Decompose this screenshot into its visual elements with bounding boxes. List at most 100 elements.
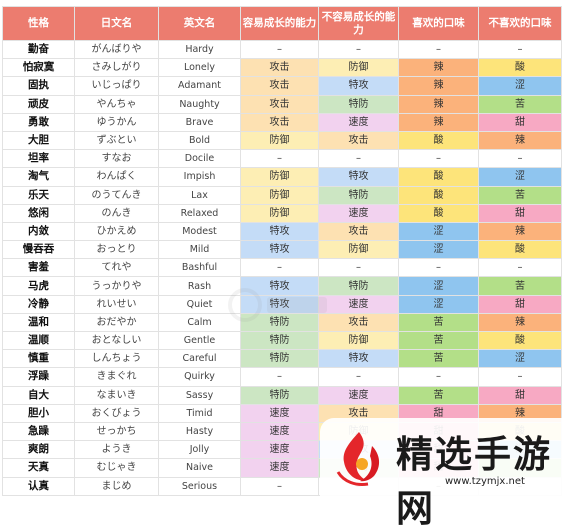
- liked-flavor-cell: 酸: [398, 185, 479, 205]
- table-row: 勤奋 がんばりや Hardy – – – –: [2, 39, 562, 60]
- increased-stat-cell: 防御: [240, 203, 319, 223]
- site-watermark: 精选手游网 www.tzymjx.net: [320, 418, 570, 530]
- table-row: 淘气 わんぱく Impish 防御 特攻酸涩: [2, 167, 562, 187]
- nature-cell: 急躁: [2, 421, 75, 442]
- japanese-name-cell: まじめ: [74, 476, 159, 496]
- liked-flavor-cell: 辣: [398, 76, 479, 96]
- table-row: 顽皮 やんちゃ Naughty 攻击 特防辣苦: [2, 94, 562, 114]
- english-name-cell: Bold: [158, 130, 241, 151]
- japanese-name-cell: ようき: [74, 440, 159, 460]
- japanese-name-cell: しんちょう: [74, 349, 159, 369]
- japanese-name-cell: のうてんき: [74, 185, 159, 205]
- liked-flavor-cell: –: [398, 258, 479, 278]
- decreased-stat-cell: 特防: [318, 276, 399, 296]
- table-row: 勇敢 ゆうかん Brave 攻击 速度辣甜: [2, 112, 562, 132]
- decreased-stat-cell: 防御: [318, 330, 399, 351]
- decreased-stat-cell: 攻击: [318, 130, 399, 151]
- liked-flavor-cell: 酸: [398, 167, 479, 187]
- disliked-flavor-cell: –: [478, 258, 562, 278]
- nature-cell: 温和: [2, 312, 75, 333]
- english-name-cell: Relaxed: [158, 203, 241, 223]
- japanese-name-cell: うっかりや: [74, 276, 159, 296]
- english-name-cell: Docile: [158, 149, 241, 169]
- increased-stat-cell: –: [240, 39, 319, 60]
- increased-stat-cell: –: [240, 367, 319, 387]
- english-name-cell: Naughty: [158, 94, 241, 114]
- liked-flavor-cell: 涩: [398, 276, 479, 296]
- increased-stat-cell: 攻击: [240, 76, 319, 96]
- disliked-flavor-cell: 苦: [478, 276, 562, 296]
- disliked-flavor-cell: 甜: [478, 385, 562, 405]
- nature-cell: 内敛: [2, 221, 75, 242]
- english-name-cell: Hardy: [158, 39, 241, 60]
- disliked-flavor-cell: 酸: [478, 58, 562, 78]
- disliked-flavor-cell: 涩: [478, 76, 562, 96]
- english-name-cell: Adamant: [158, 76, 241, 96]
- table-row: 内敛 ひかえめ Modest 特攻 攻击涩辣: [2, 221, 562, 242]
- table-row: 冷静 れいせい Quiet 特攻 速度涩甜: [2, 294, 562, 314]
- disliked-flavor-cell: –: [478, 149, 562, 169]
- english-name-cell: Careful: [158, 349, 241, 369]
- japanese-name-cell: わんぱく: [74, 167, 159, 187]
- nature-cell: 顽皮: [2, 94, 75, 114]
- decreased-stat-cell: 特攻: [318, 167, 399, 187]
- increased-stat-cell: 攻击: [240, 112, 319, 132]
- nature-cell: 慢吞吞: [2, 240, 75, 260]
- nature-cell: 慎重: [2, 349, 75, 369]
- japanese-name-cell: おくびょう: [74, 403, 159, 423]
- liked-flavor-cell: –: [398, 367, 479, 387]
- table-row: 温顺 おとなしい Gentle 特防 防御苦酸: [2, 330, 562, 351]
- japanese-name-cell: ゆうかん: [74, 112, 159, 132]
- english-name-cell: Naive: [158, 458, 241, 478]
- header-increased-stat: 容易成长的能力: [240, 6, 319, 41]
- decreased-stat-cell: 速度: [318, 203, 399, 223]
- english-name-cell: Gentle: [158, 330, 241, 351]
- liked-flavor-cell: 辣: [398, 112, 479, 132]
- increased-stat-cell: 特防: [240, 349, 319, 369]
- decreased-stat-cell: –: [318, 367, 399, 387]
- table-row: 乐天 のうてんき Lax 防御 特防酸苦: [2, 185, 562, 205]
- japanese-name-cell: いじっぱり: [74, 76, 159, 96]
- decreased-stat-cell: 速度: [318, 385, 399, 405]
- nature-cell: 温顺: [2, 330, 75, 351]
- japanese-name-cell: がんばりや: [74, 39, 159, 60]
- disliked-flavor-cell: 苦: [478, 94, 562, 114]
- nature-cell: 勤奋: [2, 39, 75, 60]
- liked-flavor-cell: 苦: [398, 330, 479, 351]
- disliked-flavor-cell: 酸: [478, 240, 562, 260]
- increased-stat-cell: 速度: [240, 440, 319, 460]
- english-name-cell: Quiet: [158, 294, 241, 314]
- header-japanese-name: 日文名: [74, 6, 159, 41]
- english-name-cell: Rash: [158, 276, 241, 296]
- table-row: 大胆 ずぶとい Bold 防御 攻击酸辣: [2, 130, 562, 151]
- english-name-cell: Hasty: [158, 421, 241, 442]
- increased-stat-cell: 速度: [240, 421, 319, 442]
- increased-stat-cell: 防御: [240, 130, 319, 151]
- liked-flavor-cell: 酸: [398, 203, 479, 223]
- disliked-flavor-cell: 甜: [478, 203, 562, 223]
- decreased-stat-cell: 特攻: [318, 349, 399, 369]
- japanese-name-cell: おとなしい: [74, 330, 159, 351]
- disliked-flavor-cell: 甜: [478, 294, 562, 314]
- liked-flavor-cell: 涩: [398, 221, 479, 242]
- japanese-name-cell: ひかえめ: [74, 221, 159, 242]
- liked-flavor-cell: 涩: [398, 294, 479, 314]
- disliked-flavor-cell: 酸: [478, 330, 562, 351]
- japanese-name-cell: おだやか: [74, 312, 159, 333]
- liked-flavor-cell: 苦: [398, 349, 479, 369]
- table-header-row: 性格 日文名 英文名 容易成长的能力 不容易成长的能力 喜欢的口味 不喜欢的口味: [2, 6, 562, 41]
- liked-flavor-cell: –: [398, 149, 479, 169]
- increased-stat-cell: 防御: [240, 167, 319, 187]
- decreased-stat-cell: 速度: [318, 112, 399, 132]
- nature-cell: 冷静: [2, 294, 75, 314]
- decreased-stat-cell: –: [318, 39, 399, 60]
- increased-stat-cell: 特攻: [240, 221, 319, 242]
- increased-stat-cell: 特防: [240, 330, 319, 351]
- nature-cell: 爽朗: [2, 440, 75, 460]
- decreased-stat-cell: 特防: [318, 94, 399, 114]
- liked-flavor-cell: 辣: [398, 94, 479, 114]
- liked-flavor-cell: 苦: [398, 385, 479, 405]
- english-name-cell: Brave: [158, 112, 241, 132]
- disliked-flavor-cell: 苦: [478, 185, 562, 205]
- japanese-name-cell: てれや: [74, 258, 159, 278]
